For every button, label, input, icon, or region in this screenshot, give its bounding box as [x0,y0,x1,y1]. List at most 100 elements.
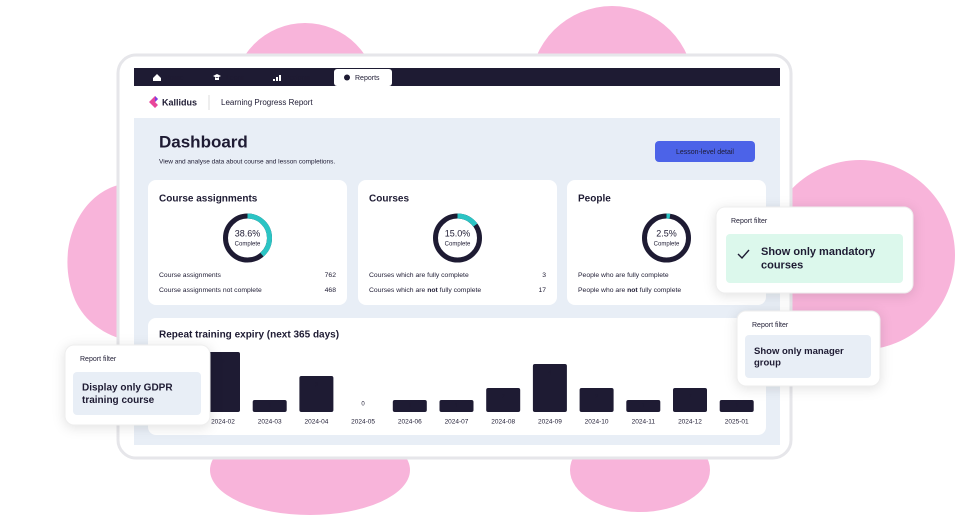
bar-value-label: 2 [595,395,599,401]
bar [719,400,754,412]
header-bar [134,86,780,118]
row-label-part: Course assignments not complete [159,287,262,294]
bar-value-label: 1 [642,404,646,410]
row-label-part: fully complete [638,287,682,294]
x-tick-label: 2024-07 [445,419,469,426]
x-tick-label: 2024-10 [585,419,609,426]
row-label-part: not [427,287,438,294]
nav-tab[interactable]: Reports [355,75,380,82]
bar [252,400,287,412]
donut-arc [433,213,482,263]
donut-arc [642,213,691,263]
nav-icon [153,74,161,81]
bar [486,388,521,412]
dashboard-title: Dashboard [159,132,248,151]
row-label: Course assignments not complete [159,287,262,294]
x-tick-label: 2025-01 [725,419,749,426]
nav-icon [344,74,350,81]
donut-caption: Complete [235,242,261,248]
x-tick-label: 2024-05 [351,419,375,426]
donut-caption: Complete [445,242,471,248]
row-label: People who are not fully complete [578,287,681,294]
filter-option-line: training course [82,395,155,406]
row-label: People who are fully complete [578,272,669,279]
bar [626,400,661,412]
row-value: 468 [325,287,337,294]
bar [206,352,240,412]
nav-active-tab [334,69,392,86]
bar-value-label: 1 [408,404,412,410]
filter-option[interactable] [745,335,871,378]
brand-logo-accent [155,96,158,102]
bar [673,388,707,412]
filter-option-label[interactable]: Show only manager group [754,345,844,368]
card [148,180,347,305]
x-tick-label: 2024-12 [678,419,702,426]
filter-option-label[interactable]: Show only mandatory courses [761,246,876,272]
button-label[interactable]: Lesson-level detail [676,149,734,156]
filter-option-line: Show only mandatory [761,246,876,258]
bar-value-label: 2 [502,395,506,401]
nav-tab[interactable]: Home [165,75,184,82]
row-label-part: Courses which are [369,287,427,294]
x-tick-label: 2024-03 [258,419,282,426]
card-title: Course assignments [159,194,258,205]
page-title: Learning Progress Report [221,98,313,107]
row-label-part: People who are [578,287,627,294]
row-label-part: not [627,287,638,294]
row-label-part: Course assignments [159,272,222,279]
x-tick-label: 2024-11 [632,419,656,426]
bar-value-label: 2 [688,395,692,401]
brand-name: Kallidus [162,97,197,107]
x-tick-label: 2024-09 [538,419,562,426]
filter-option[interactable] [726,234,903,283]
filter-option[interactable] [73,372,201,415]
donut-arc [223,213,272,263]
row-label-part: People who are fully complete [578,272,669,279]
chart-title: Repeat training expiry (next 365 days) [159,330,339,341]
row-label-part: Courses which are fully complete [369,272,469,279]
filter-heading: Report filter [731,218,768,225]
filter-heading: Report filter [752,322,789,329]
card-title: People [578,194,611,205]
donut-percent: 38.6% [235,228,261,238]
donut-caption: Complete [654,242,680,248]
x-tick-label: 2024-08 [491,419,515,426]
nav-tab[interactable]: Learn [226,75,244,82]
filter-option-line: courses [761,260,803,272]
bar-value-label: 1 [268,404,272,410]
nav-bar [134,68,780,86]
row-label: Courses which are not fully complete [369,287,481,294]
check-icon [737,249,750,260]
filter-option-line: Display only GDPR [82,382,173,393]
bar-value-label: 0 [361,402,365,408]
card [358,180,557,305]
filter-option-line: group [754,357,781,368]
nav-tab[interactable]: Perform [285,75,310,82]
nav-icon [213,74,221,80]
bar [392,400,427,412]
filter-option-line: Show only manager [754,345,844,356]
row-label: Course assignments [159,272,222,279]
donut-percent: 15.0% [445,228,471,238]
content: Home Learn Perform Reports Kallidus Learning … [64,74,914,435]
bar-value-label: 5 [221,359,225,365]
dashboard-subtitle: View and analyse data about course and l… [159,159,335,166]
filter-option-label[interactable]: Display only GDPR training course [82,382,173,406]
bar [532,364,567,412]
bar [299,376,334,412]
row-value: 17 [538,287,546,294]
lesson-detail-button[interactable] [655,141,755,162]
bar-value-label: 3 [315,383,319,389]
x-tick-label: 2024-02 [211,419,235,426]
filter-heading: Report filter [80,356,117,363]
bar-value-label: 1 [455,404,459,410]
bar-value-label: 1 [735,404,739,410]
bar [579,388,614,412]
donut-percent: 2.5% [656,228,677,238]
row-value: 762 [325,272,337,279]
x-tick-label: 2024-06 [398,419,422,426]
nav-icon [273,75,281,81]
card-title: Courses [369,194,409,205]
